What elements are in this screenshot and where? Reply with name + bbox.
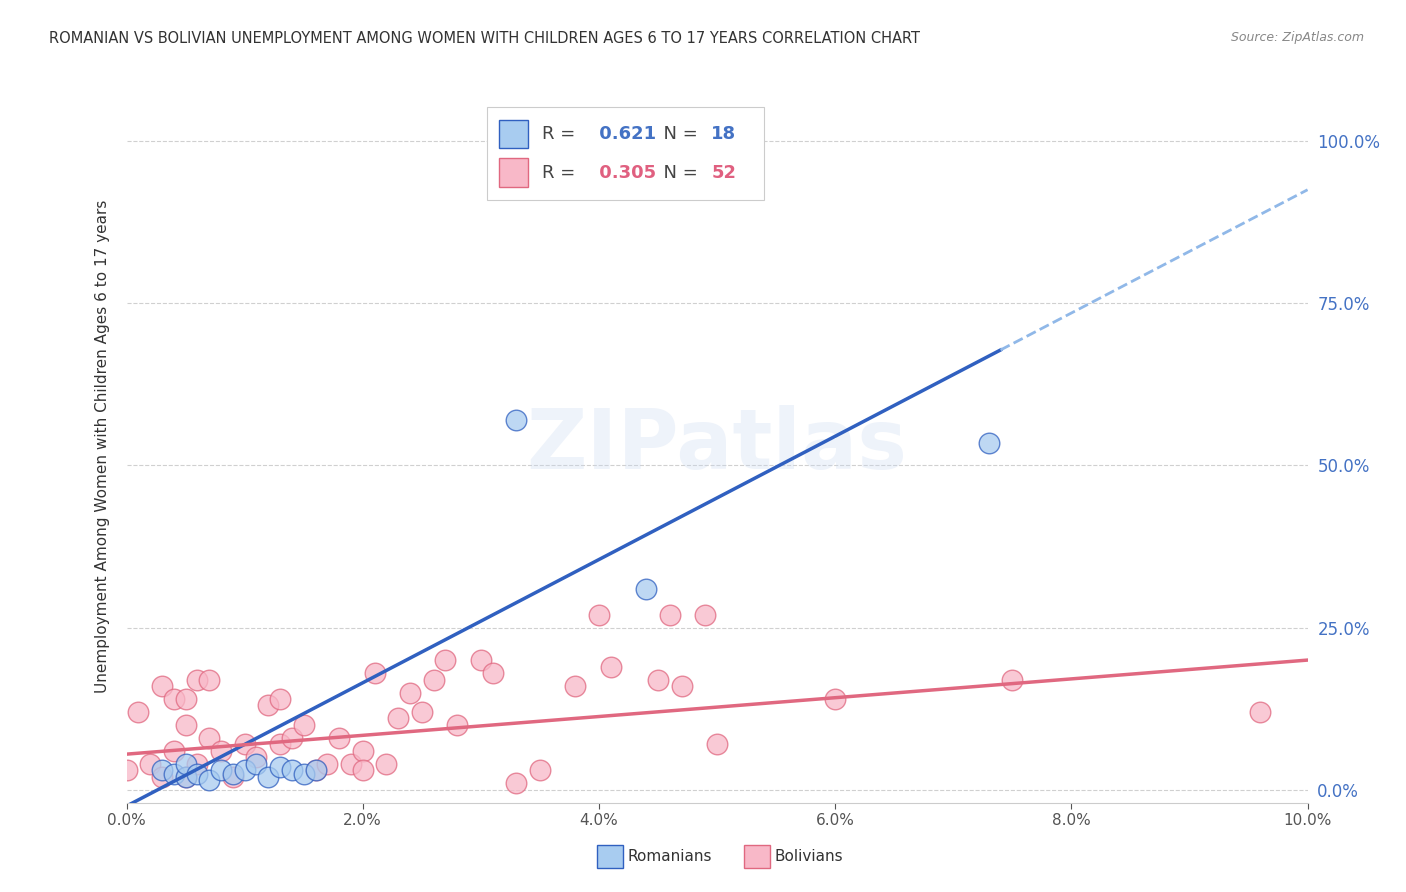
Point xyxy=(564,679,586,693)
Text: ROMANIAN VS BOLIVIAN UNEMPLOYMENT AMONG WOMEN WITH CHILDREN AGES 6 TO 17 YEARS C: ROMANIAN VS BOLIVIAN UNEMPLOYMENT AMONG … xyxy=(49,31,920,46)
Point xyxy=(269,760,291,774)
Point xyxy=(198,773,221,788)
Point xyxy=(505,776,527,790)
Point xyxy=(824,692,846,706)
Point xyxy=(411,705,433,719)
Point xyxy=(269,692,291,706)
Point xyxy=(222,770,245,784)
Point xyxy=(505,413,527,427)
Point xyxy=(233,764,256,778)
Point xyxy=(658,607,681,622)
Point xyxy=(588,607,610,622)
Point xyxy=(481,666,503,681)
Point xyxy=(599,659,621,673)
Text: Romanians: Romanians xyxy=(627,849,711,863)
Point xyxy=(198,731,221,745)
Text: R =: R = xyxy=(543,125,581,143)
Point xyxy=(352,764,374,778)
Point xyxy=(163,692,186,706)
Text: 0.305: 0.305 xyxy=(593,164,657,182)
Point xyxy=(446,718,468,732)
Point xyxy=(340,756,363,771)
Point xyxy=(387,711,409,725)
Point xyxy=(174,692,197,706)
Point xyxy=(139,756,162,771)
Point xyxy=(174,770,197,784)
Text: N =: N = xyxy=(652,164,703,182)
Point xyxy=(399,685,422,699)
Point xyxy=(233,738,256,752)
Point xyxy=(127,705,149,719)
Point xyxy=(209,764,232,778)
Point xyxy=(1001,673,1024,687)
FancyBboxPatch shape xyxy=(499,120,529,148)
Text: 0.621: 0.621 xyxy=(593,125,657,143)
Text: R =: R = xyxy=(543,164,581,182)
Point xyxy=(706,738,728,752)
Point xyxy=(209,744,232,758)
Point xyxy=(671,679,693,693)
Point xyxy=(636,582,658,596)
Point xyxy=(150,770,173,784)
Point xyxy=(174,770,197,784)
Point xyxy=(316,756,339,771)
Text: 18: 18 xyxy=(711,125,737,143)
Point xyxy=(375,756,398,771)
Point xyxy=(257,770,280,784)
Point xyxy=(245,756,267,771)
Text: Bolivians: Bolivians xyxy=(775,849,844,863)
Point xyxy=(529,764,551,778)
Point xyxy=(198,673,221,687)
Point xyxy=(470,653,492,667)
Point xyxy=(352,744,374,758)
Point xyxy=(174,718,197,732)
Point xyxy=(281,764,304,778)
Point xyxy=(647,673,669,687)
Point xyxy=(292,718,315,732)
Point xyxy=(186,756,208,771)
Point xyxy=(150,764,173,778)
FancyBboxPatch shape xyxy=(744,845,770,868)
FancyBboxPatch shape xyxy=(596,845,623,868)
Point xyxy=(186,766,208,780)
Point xyxy=(150,679,173,693)
Point xyxy=(292,766,315,780)
Point xyxy=(257,698,280,713)
FancyBboxPatch shape xyxy=(499,159,529,187)
Text: ZIPatlas: ZIPatlas xyxy=(527,406,907,486)
Point xyxy=(163,766,186,780)
Point xyxy=(434,653,457,667)
Text: Source: ZipAtlas.com: Source: ZipAtlas.com xyxy=(1230,31,1364,45)
Point xyxy=(1249,705,1271,719)
Text: 52: 52 xyxy=(711,164,737,182)
Point xyxy=(186,673,208,687)
FancyBboxPatch shape xyxy=(486,107,765,200)
Point xyxy=(304,764,326,778)
Point xyxy=(422,673,444,687)
Point xyxy=(174,756,197,771)
Point xyxy=(163,744,186,758)
Point xyxy=(269,738,291,752)
Point xyxy=(328,731,350,745)
Point xyxy=(115,764,138,778)
Point xyxy=(281,731,304,745)
Point xyxy=(695,607,717,622)
Y-axis label: Unemployment Among Women with Children Ages 6 to 17 years: Unemployment Among Women with Children A… xyxy=(94,199,110,693)
Point xyxy=(304,764,326,778)
Point xyxy=(222,766,245,780)
Point xyxy=(245,750,267,764)
Text: N =: N = xyxy=(652,125,703,143)
Point xyxy=(977,435,1000,450)
Point xyxy=(363,666,385,681)
